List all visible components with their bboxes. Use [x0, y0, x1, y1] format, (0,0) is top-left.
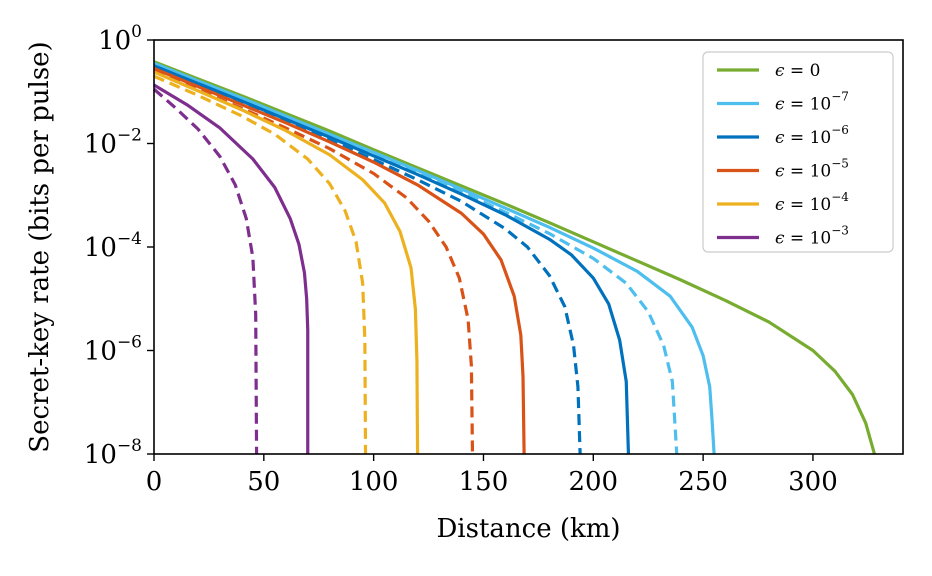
y-tick-base: 10: [98, 26, 131, 56]
legend-label: ϵ = 10−3: [775, 224, 849, 249]
x-tick-label: 300: [788, 467, 838, 497]
x-tick-label: 150: [459, 467, 509, 497]
legend-exponent: −7: [831, 90, 849, 104]
legend-base: 10: [810, 162, 832, 182]
y-tick-base: 10: [84, 337, 117, 367]
legend-prefix: ϵ =: [775, 162, 810, 182]
y-tick-base: 10: [84, 233, 117, 263]
series-line-eps1e-5: [153, 66, 526, 455]
legend-exponent: −3: [831, 224, 849, 238]
series-line-eps1e-3-dashed: [152, 87, 259, 455]
y-tick-exponent: −8: [117, 436, 142, 456]
y-tick-label: 10−2: [84, 126, 142, 160]
y-tick-exponent: −2: [117, 126, 142, 146]
x-tick-label: 250: [678, 467, 728, 497]
y-tick-base: 10: [84, 130, 117, 160]
y-tick-label: 10−6: [84, 333, 142, 367]
legend-base: 10: [810, 128, 832, 148]
legend: ϵ = 0ϵ = 10−7ϵ = 10−6ϵ = 10−5ϵ = 10−4ϵ =…: [702, 51, 894, 253]
legend-label: ϵ = 0: [775, 61, 820, 81]
legend-label: ϵ = 10−6: [775, 123, 849, 148]
legend-label: ϵ = 10−4: [775, 190, 849, 215]
series-line-eps1e-4: [153, 70, 420, 455]
x-tick-label: 0: [146, 467, 163, 497]
y-tick-label: 100: [98, 22, 142, 56]
legend-base: 10: [810, 195, 832, 215]
x-tick-label: 200: [568, 467, 618, 497]
legend-base: 0: [810, 61, 821, 81]
series-line-eps1e-7: [153, 61, 716, 455]
y-tick-base: 10: [84, 440, 117, 470]
legend-exponent: −4: [831, 190, 849, 204]
legend-prefix: ϵ =: [775, 195, 810, 215]
series-line-eps0: [153, 60, 876, 455]
series-line-eps1e-4-dashed: [153, 74, 368, 455]
y-tick-exponent: −4: [117, 229, 142, 249]
y-tick-exponent: 0: [131, 22, 142, 42]
legend-exponent: −5: [831, 157, 849, 171]
x-axis-label: Distance (km): [436, 514, 620, 544]
y-tick-exponent: −6: [117, 333, 142, 353]
legend-base: 10: [810, 95, 832, 115]
legend-label: ϵ = 10−5: [775, 157, 849, 182]
y-axis-label: Secret-key rate (bits per pulse): [25, 41, 55, 452]
series-line-eps1e-6: [153, 64, 631, 455]
x-axis: 0 50 100 150 200 250 300: [146, 454, 838, 497]
legend-box: [702, 51, 894, 253]
series-line-eps1e-7-dashed: [153, 63, 679, 455]
legend-prefix: ϵ =: [775, 95, 810, 115]
series-line-eps1e-3: [153, 83, 310, 454]
plot-lines: [152, 60, 876, 455]
y-tick-label: 10−4: [84, 229, 142, 263]
x-tick-label: 100: [349, 467, 399, 497]
legend-prefix: ϵ =: [775, 61, 810, 81]
legend-label: ϵ = 10−7: [775, 90, 849, 115]
legend-prefix: ϵ =: [775, 128, 810, 148]
legend-exponent: −6: [831, 123, 849, 137]
legend-base: 10: [810, 229, 832, 249]
legend-prefix: ϵ =: [775, 229, 810, 249]
x-tick-label: 50: [247, 467, 280, 497]
y-tick-label: 10−8: [84, 436, 142, 470]
